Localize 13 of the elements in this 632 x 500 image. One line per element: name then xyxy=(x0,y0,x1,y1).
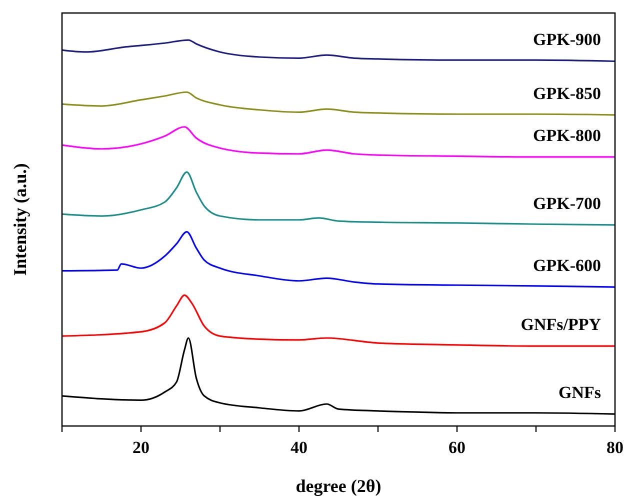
series-label: GPK-900 xyxy=(533,30,601,50)
x-tick-label: 80 xyxy=(606,438,624,457)
y-axis-title: Intensity (a.u.) xyxy=(10,163,30,276)
series-label: GNFs xyxy=(558,383,602,402)
x-tick-label: 20 xyxy=(132,438,150,457)
x-tick-label: 60 xyxy=(448,438,466,457)
series-label: GPK-700 xyxy=(533,194,601,213)
x-axis-title: degree (2θ) xyxy=(296,476,382,496)
series-label: GNFs/PPY xyxy=(520,315,601,334)
x-tick-label: 40 xyxy=(290,438,308,457)
series-label: GPK-850 xyxy=(533,84,601,103)
series-label: GPK-600 xyxy=(533,256,601,276)
series-label: GPK-800 xyxy=(533,126,601,145)
